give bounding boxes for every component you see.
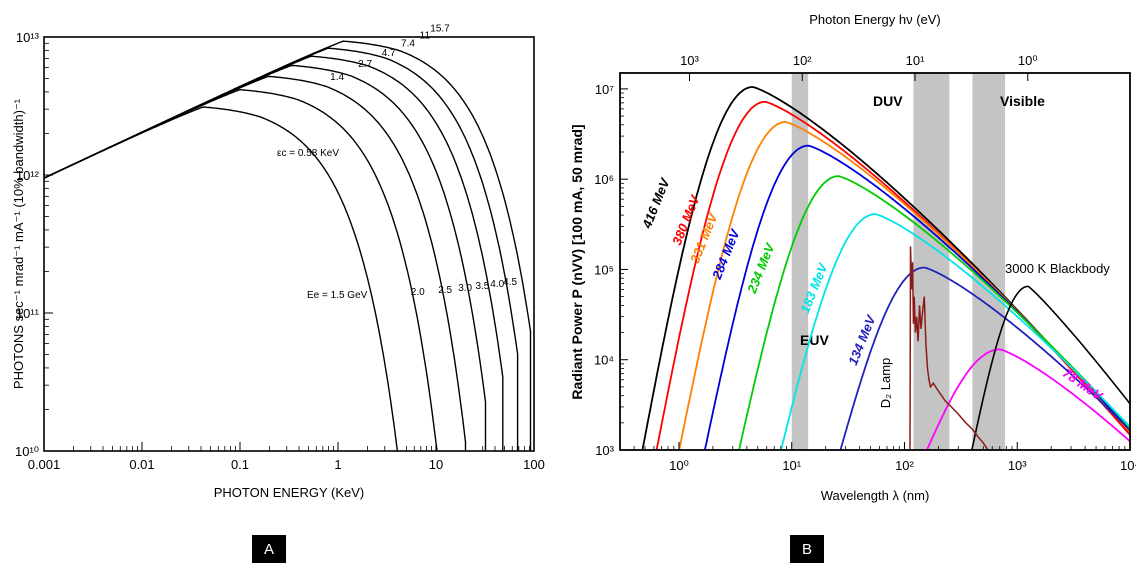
chart-a-critical-energy-label: 11 [420,31,431,42]
chart-a-critical-energy-label: 15.7 [430,24,450,35]
chart-b-top-tick-label: 10³ [680,53,699,68]
chart-b-series-line [839,266,1130,450]
chart-a-x-tick-label: 10 [429,457,443,472]
chart-b-x-tick-label: 10³ [1008,458,1027,473]
chart-a-x-tick-label: 0.001 [28,457,61,472]
chart-b-regions: EUV DUV Visible [791,73,1045,450]
chart-a-ticks: 0.001 0.01 0.1 1 10 100 10¹⁰ 10¹¹ 10¹² 10¹³ [15,30,545,472]
chart-a-x-tick-label: 0.1 [231,457,249,472]
chart-b-x-tick-label: 10⁴ [1120,458,1136,473]
chart-a-y-tick-label: 10¹² [16,168,40,183]
chart-b-region-label: DUV [873,93,903,109]
panel-label-b: B [790,535,824,563]
chart-b-region-band [913,73,950,450]
chart-b-region-band [791,73,809,450]
chart-b-x-tick-label: 10⁰ [669,458,689,473]
chart-b-curves [641,86,1130,450]
chart-b-lamp-line [909,246,989,450]
chart-a-electron-energy-label: 3.0 [458,283,472,294]
chart-b-top-xlabel: Photon Energy hν (eV) [809,12,941,27]
chart-a-electron-energy-label: 4.5 [503,277,517,288]
chart-b-ylabel: Radiant Power P (nVV) [100 mA, 50 mrad] [569,124,585,399]
chart-a-electron-energy-label: 3.5 [475,281,489,292]
chart-b-xlabel: Wavelength λ (nm) [821,488,930,503]
chart-a-x-tick-label: 0.01 [129,457,154,472]
chart-a-curves [44,40,532,451]
chart-b-series-line [925,348,1130,450]
chart-b-series-line [780,213,1130,450]
chart-b-region-band [972,73,1006,450]
chart-b-y-tick-label: 10³ [595,443,614,458]
chart-b-frame [619,72,1131,451]
chart-b-region-label: EUV [800,332,829,348]
panel-label-a: A [252,535,286,563]
chart-a-critical-energy-label: 2.7 [358,59,372,70]
chart-b-ticks: 10⁰ 10¹ 10² 10³ 10⁴ 10³ 10² 10¹ 10⁰ 10³ 10⁴ 10⁵ 10⁶ 1… [594,53,1136,473]
chart-b-y-tick-label: 10⁴ [594,353,614,368]
chart-a-electron-energy-label: 4.0 [490,279,504,290]
chart-b-top-tick-label: 10¹ [906,53,925,68]
chart-a-critical-energy-label: 4.7 [382,48,396,59]
chart-a-critical-energy-annotation: εc = 0.58 KeV [277,148,339,159]
chart-b-y-tick-label: 10⁷ [595,82,614,97]
chart-a-critical-energy-label: 7.4 [401,39,415,50]
chart-a-electron-energy-label: 2.0 [411,287,425,298]
chart-b-plot-area [620,73,1130,450]
chart-b-x-tick-label: 10² [895,458,914,473]
chart-b-blackbody-line [971,285,1130,450]
chart-b-y-tick-label: 10⁵ [594,262,614,277]
chart-a-frame [43,36,535,452]
chart-a-electron-energy-label: 2.5 [438,285,452,296]
chart-a-x-tick-label: 100 [523,457,545,472]
chart-a: 0.001 0.01 0.1 1 10 100 10¹⁰ 10¹¹ 10¹² 10¹³ 2.0 1.… [11,24,545,500]
chart-b-top-tick-label: 10⁰ [1018,53,1038,68]
chart-b-x-tick-label: 10¹ [782,458,801,473]
chart-a-critical-energy-label: 1.4 [330,72,344,83]
chart-a-y-tick-label: 10¹³ [16,30,40,45]
chart-b-top-tick-label: 10² [793,53,812,68]
chart-a-y-tick-label: 10¹⁰ [15,444,39,459]
chart-b-y-tick-label: 10⁶ [594,172,614,187]
chart-a-xlabel: PHOTON ENERGY (KeV) [214,485,365,500]
chart-a-series-line [44,40,532,451]
chart-a-curve-labels: 2.0 1.4 2.5 2.7 3.0 4.7 3.5 7.4 4.0 11 4.5 15.7 [330,24,517,298]
chart-a-ylabel: PHOTONS sec⁻¹ mrad⁻¹ mA⁻¹ (10% bandwidth… [11,98,26,389]
chart-a-electron-energy-annotation: Ee = 1.5 GeV [307,290,368,301]
chart-a-y-tick-label: 10¹¹ [16,306,40,321]
chart-b-series-line [738,175,1130,450]
chart-b-region-label: Visible [1000,93,1045,109]
chart-b-lamp-label: D₂ Lamp [878,358,893,409]
chart-b-blackbody-label: 3000 K Blackbody [1005,261,1110,276]
chart-a-x-tick-label: 1 [334,457,341,472]
